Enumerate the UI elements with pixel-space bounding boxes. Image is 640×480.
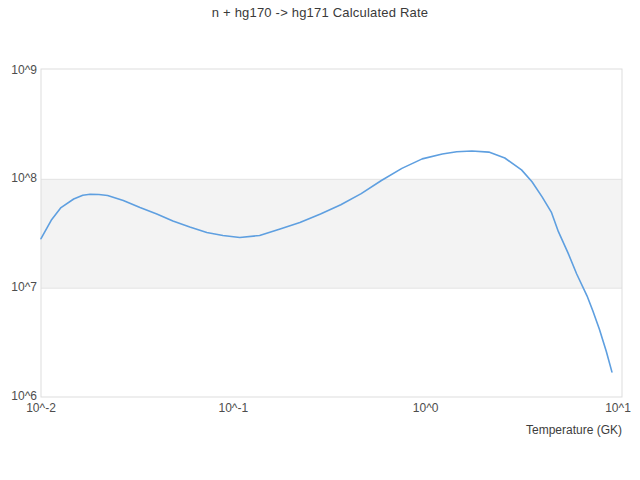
y-tick-label: 10^8 [11,171,37,185]
x-tick-label: 10^0 [386,401,466,415]
x-tick-label: 10^-2 [1,401,81,415]
y-tick-label: 10^9 [11,63,37,77]
reference-band [41,179,622,288]
chart-canvas: n + hg170 -> hg171 Calculated Rate 10^61… [0,0,640,480]
y-tick-label: 10^7 [11,280,37,294]
x-tick-label: 10^-1 [193,401,273,415]
x-tick-label: 10^1 [578,401,640,415]
plot-area [0,0,640,480]
x-axis-title: Temperature (GK) [526,423,622,437]
